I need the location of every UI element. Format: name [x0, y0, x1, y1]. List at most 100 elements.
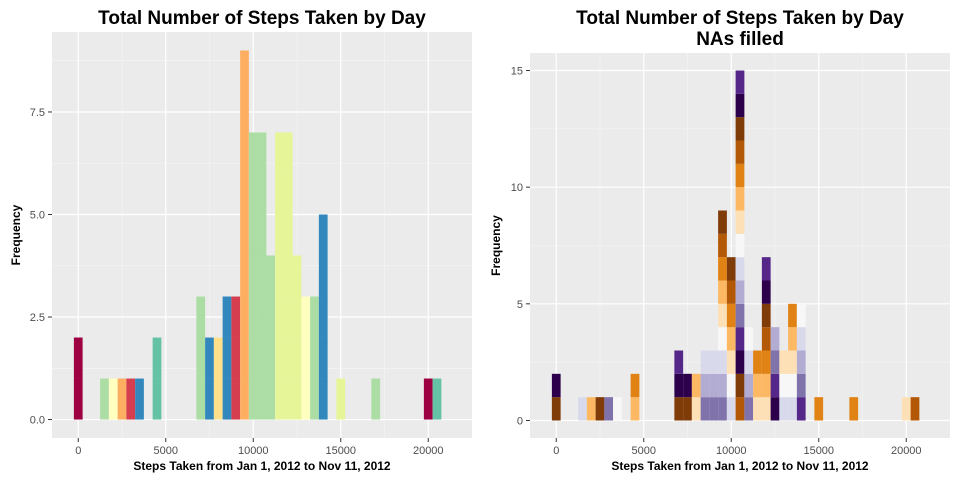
- bar-cell: [423, 378, 433, 420]
- histogram-bar: [735, 70, 745, 421]
- bar-cell: [726, 397, 736, 421]
- histogram-bar: [318, 214, 328, 420]
- x-tick-label: 15000: [803, 445, 834, 457]
- right-x-axis-label: Steps Taken from Jan 1, 2012 to Nov 11, …: [611, 459, 869, 473]
- bar-cell: [240, 50, 249, 92]
- bar-cell: [257, 132, 267, 174]
- bar-cell: [73, 337, 83, 379]
- bar-cell: [257, 214, 267, 256]
- bar-cell: [735, 233, 745, 258]
- x-tick-label: 5000: [154, 445, 178, 457]
- bar-cell: [222, 337, 232, 379]
- histogram-bar: [578, 397, 587, 421]
- bar-cell: [726, 373, 736, 398]
- histogram-bar: [292, 255, 302, 420]
- bar-cell: [205, 337, 214, 379]
- bar-cell: [301, 337, 311, 379]
- histogram-bar: [135, 378, 144, 420]
- y-tick-label: 2.5: [30, 312, 45, 324]
- bar-cell: [240, 255, 249, 297]
- bar-cell: [700, 397, 710, 421]
- bar-cell: [257, 378, 267, 420]
- bar-cell: [240, 296, 249, 338]
- bar-cell: [248, 337, 258, 379]
- histogram-bar: [117, 378, 127, 420]
- bar-cell: [432, 378, 442, 420]
- bar-cell: [283, 132, 293, 174]
- x-tick-label: 20000: [891, 445, 922, 457]
- bar-cell: [796, 327, 806, 351]
- bar-cell: [796, 397, 806, 421]
- bar-cell: [674, 350, 684, 374]
- bar-cell: [275, 132, 284, 174]
- bar-cell: [310, 296, 319, 338]
- bar-cell: [196, 337, 206, 379]
- bar-cell: [213, 337, 223, 379]
- bar-cell: [770, 397, 780, 421]
- histogram-bar: [849, 397, 859, 421]
- histogram-bar: [709, 350, 719, 421]
- left-histogram-panel: 0 5000 10000 15000 20000 0.0 2.5 5.0 7.5 Total …: [9, 8, 472, 473]
- bar-cell: [266, 296, 276, 338]
- bar-cell: [213, 378, 223, 420]
- bar-cell: [691, 373, 701, 398]
- histogram-bar: [310, 296, 319, 420]
- right-y-axis-label: Frequency: [489, 215, 503, 276]
- bar-cell: [735, 187, 745, 211]
- x-tick-label: 5000: [632, 445, 656, 457]
- left-y-ticks: 0.0 2.5 5.0 7.5: [30, 107, 52, 427]
- histogram-bar: [266, 255, 276, 420]
- bar-cell: [248, 132, 258, 174]
- bar-cell: [266, 337, 276, 379]
- bar-cell: [283, 214, 293, 256]
- bar-cell: [779, 397, 789, 421]
- bar-cell: [726, 257, 736, 281]
- bar-cell: [318, 337, 328, 379]
- bar-cell: [73, 378, 83, 420]
- histogram-bar: [901, 397, 911, 421]
- bar-cell: [683, 373, 692, 398]
- bar-cell: [718, 303, 727, 328]
- bar-cell: [117, 378, 127, 420]
- bar-cell: [578, 397, 587, 421]
- bar-cell: [248, 255, 258, 297]
- bar-cell: [735, 373, 745, 398]
- bar-cell: [709, 397, 719, 421]
- bar-cell: [100, 378, 109, 420]
- bar-cell: [310, 337, 319, 379]
- bar-cell: [735, 257, 745, 281]
- histogram-bar: [336, 378, 346, 420]
- bar-cell: [222, 296, 232, 338]
- histogram-bar: [257, 132, 267, 420]
- histogram-bar: [761, 257, 771, 421]
- bar-cell: [257, 337, 267, 379]
- bar-cell: [310, 378, 319, 420]
- histogram-bar: [796, 303, 806, 421]
- bar-cell: [292, 337, 302, 379]
- right-chart-subtitle: NAs filled: [696, 29, 784, 50]
- bar-cell: [735, 327, 745, 351]
- histogram-bar: [73, 337, 83, 420]
- bar-cell: [726, 280, 736, 304]
- left-chart-title: Total Number of Steps Taken by Day: [98, 8, 426, 29]
- bar-cell: [761, 350, 771, 374]
- bar-cell: [735, 140, 745, 164]
- bar-cell: [283, 337, 293, 379]
- histogram-bar: [196, 296, 206, 420]
- bar-cell: [735, 303, 745, 328]
- bar-cell: [240, 378, 249, 420]
- bar-cell: [744, 327, 754, 351]
- bar-cell: [248, 214, 258, 256]
- bar-cell: [709, 373, 719, 398]
- bar-cell: [744, 373, 754, 398]
- bar-cell: [910, 397, 920, 421]
- bar-cell: [761, 257, 771, 281]
- histogram-bar: [213, 337, 223, 420]
- bar-cell: [283, 296, 293, 338]
- bar-cell: [788, 373, 797, 398]
- bar-cell: [613, 397, 622, 421]
- bar-cell: [779, 350, 789, 374]
- bar-cell: [761, 280, 771, 304]
- histogram-bar: [595, 397, 605, 421]
